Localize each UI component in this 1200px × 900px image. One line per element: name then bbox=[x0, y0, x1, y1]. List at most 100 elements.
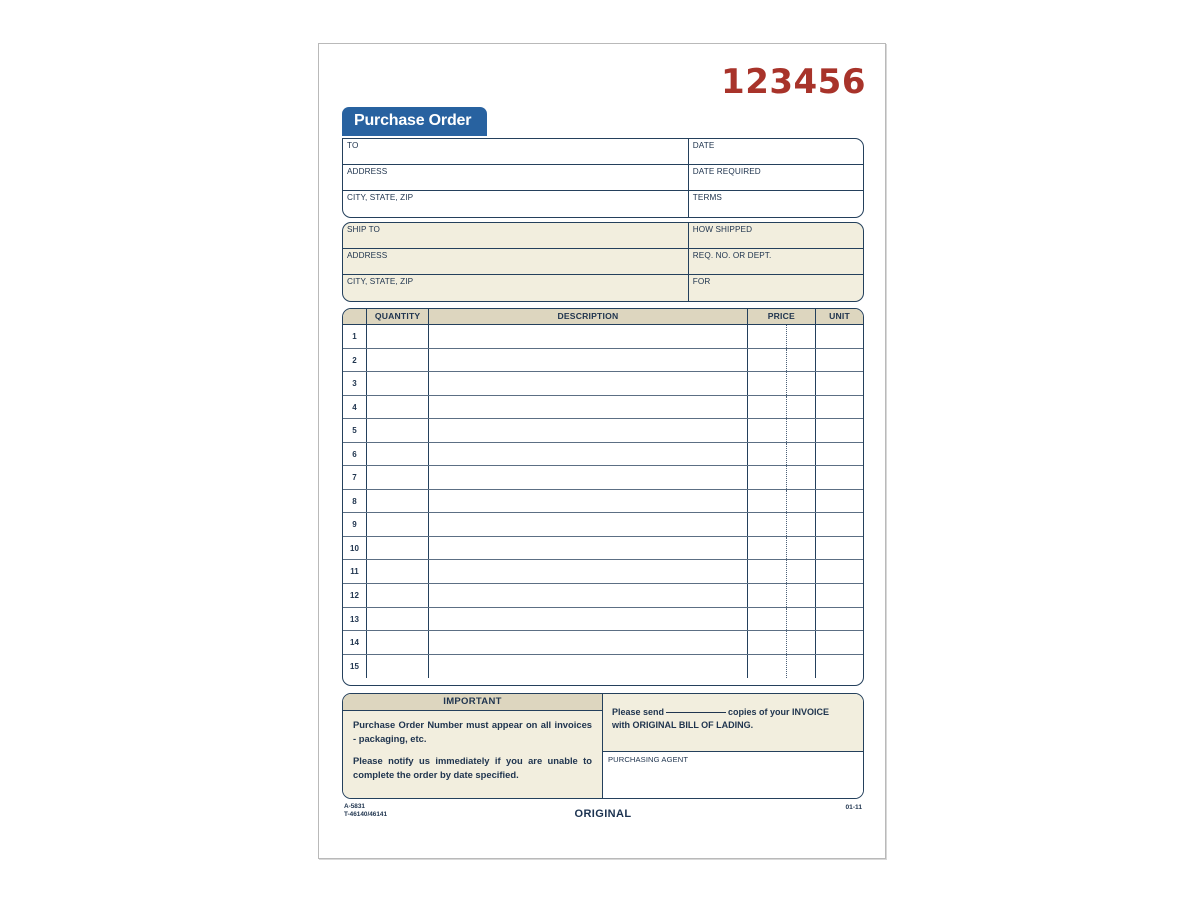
form-code-line-1: A-5831 bbox=[344, 803, 365, 810]
line-item-price-cell[interactable] bbox=[748, 631, 817, 654]
line-item-row: 11 bbox=[343, 560, 863, 585]
line-item-unit-cell[interactable] bbox=[816, 584, 863, 607]
important-note-panel: IMPORTANT Purchase Order Number must app… bbox=[343, 694, 603, 798]
field-for[interactable]: FOR bbox=[689, 275, 863, 301]
line-item-description-cell[interactable] bbox=[429, 419, 748, 442]
line-item-quantity-cell[interactable] bbox=[367, 442, 430, 466]
field-purchasing-agent[interactable]: PURCHASING AGENT bbox=[603, 752, 863, 798]
important-paragraph-2: Please notify us immediately if you are … bbox=[353, 755, 592, 780]
line-item-quantity-cell[interactable] bbox=[367, 631, 430, 654]
line-item-description-cell[interactable] bbox=[429, 607, 748, 631]
form-code: A-5831 T-46140/46141 bbox=[344, 803, 387, 819]
field-terms[interactable]: TERMS bbox=[689, 191, 863, 217]
line-item-quantity-cell[interactable] bbox=[367, 466, 430, 489]
line-item-unit-cell[interactable] bbox=[816, 443, 863, 466]
line-item-unit-cell[interactable] bbox=[816, 537, 863, 560]
line-item-row: 15 bbox=[343, 654, 863, 679]
line-item-description-cell[interactable] bbox=[429, 466, 748, 489]
field-city-state-zip[interactable]: CITY, STATE, ZIP bbox=[343, 190, 689, 217]
line-item-number: 6 bbox=[343, 442, 367, 466]
line-items-body: 1 2 3 4 5 6 7 8 9 10 11 12 13 14 15 bbox=[343, 325, 863, 679]
line-item-unit-cell[interactable] bbox=[816, 466, 863, 489]
line-item-price-cell[interactable] bbox=[748, 584, 817, 607]
field-row-city: CITY, STATE, ZIP TERMS bbox=[343, 190, 863, 217]
line-item-unit-cell[interactable] bbox=[816, 631, 863, 654]
label-date-required: DATE REQUIRED bbox=[692, 166, 761, 176]
field-ship-address[interactable]: ADDRESS bbox=[343, 248, 689, 274]
line-item-unit-cell[interactable] bbox=[816, 513, 863, 536]
line-item-price-cell[interactable] bbox=[748, 348, 817, 372]
field-date[interactable]: DATE bbox=[689, 139, 863, 164]
line-item-quantity-cell[interactable] bbox=[367, 607, 430, 631]
field-address[interactable]: ADDRESS bbox=[343, 164, 689, 190]
line-item-unit-cell[interactable] bbox=[816, 655, 863, 679]
field-to[interactable]: TO bbox=[343, 139, 689, 164]
price-cents-divider bbox=[786, 419, 788, 442]
line-item-description-cell[interactable] bbox=[429, 395, 748, 419]
line-item-description-cell[interactable] bbox=[429, 442, 748, 466]
line-item-description-cell[interactable] bbox=[429, 489, 748, 513]
field-row-address: ADDRESS DATE REQUIRED bbox=[343, 164, 863, 191]
line-item-quantity-cell[interactable] bbox=[367, 348, 430, 372]
line-item-price-cell[interactable] bbox=[748, 536, 817, 560]
line-item-quantity-cell[interactable] bbox=[367, 513, 430, 536]
line-item-description-cell[interactable] bbox=[429, 325, 748, 348]
field-ship-city-state-zip[interactable]: CITY, STATE, ZIP bbox=[343, 274, 689, 301]
line-item-row: 6 bbox=[343, 442, 863, 467]
line-item-price-cell[interactable] bbox=[748, 419, 817, 442]
line-item-quantity-cell[interactable] bbox=[367, 584, 430, 607]
field-row-ship-to: SHIP TO HOW SHIPPED bbox=[343, 223, 863, 249]
line-item-unit-cell[interactable] bbox=[816, 490, 863, 513]
field-date-required[interactable]: DATE REQUIRED bbox=[689, 165, 863, 190]
line-item-unit-cell[interactable] bbox=[816, 372, 863, 395]
line-item-quantity-cell[interactable] bbox=[367, 395, 430, 419]
line-item-description-cell[interactable] bbox=[429, 654, 748, 679]
line-item-description-cell[interactable] bbox=[429, 631, 748, 654]
field-req-no-or-dept[interactable]: REQ. NO. OR DEPT. bbox=[689, 249, 863, 274]
label-ship-address: ADDRESS bbox=[347, 250, 388, 260]
line-item-price-cell[interactable] bbox=[748, 442, 817, 466]
line-item-unit-cell[interactable] bbox=[816, 325, 863, 348]
line-item-quantity-cell[interactable] bbox=[367, 536, 430, 560]
line-item-price-cell[interactable] bbox=[748, 466, 817, 489]
form-code-line-2: T-46140/46141 bbox=[344, 810, 387, 818]
line-items-header-row: QUANTITY DESCRIPTION PRICE UNIT bbox=[343, 309, 863, 325]
line-item-price-cell[interactable] bbox=[748, 607, 817, 631]
line-item-price-cell[interactable] bbox=[748, 395, 817, 419]
line-item-unit-cell[interactable] bbox=[816, 349, 863, 372]
line-item-unit-cell[interactable] bbox=[816, 396, 863, 419]
line-item-unit-cell[interactable] bbox=[816, 560, 863, 583]
field-ship-to[interactable]: SHIP TO bbox=[343, 223, 689, 248]
line-item-quantity-cell[interactable] bbox=[367, 654, 430, 679]
line-item-price-cell[interactable] bbox=[748, 560, 817, 584]
line-item-description-cell[interactable] bbox=[429, 372, 748, 395]
invoice-copies-blank[interactable] bbox=[666, 712, 727, 713]
header-description: DESCRIPTION bbox=[429, 309, 748, 324]
line-item-description-cell[interactable] bbox=[429, 513, 748, 536]
line-item-quantity-cell[interactable] bbox=[367, 560, 430, 584]
line-item-quantity-cell[interactable] bbox=[367, 489, 430, 513]
field-how-shipped[interactable]: HOW SHIPPED bbox=[689, 223, 863, 248]
line-item-quantity-cell[interactable] bbox=[367, 419, 430, 442]
line-item-row: 10 bbox=[343, 536, 863, 561]
price-cents-divider bbox=[786, 348, 788, 372]
line-item-description-cell[interactable] bbox=[429, 348, 748, 372]
line-item-price-cell[interactable] bbox=[748, 489, 817, 513]
line-item-quantity-cell[interactable] bbox=[367, 325, 430, 348]
line-item-price-cell[interactable] bbox=[748, 372, 817, 395]
line-item-price-cell[interactable] bbox=[748, 325, 817, 348]
footer-notes-block: IMPORTANT Purchase Order Number must app… bbox=[342, 693, 864, 799]
price-cents-divider bbox=[786, 489, 788, 513]
line-item-description-cell[interactable] bbox=[429, 584, 748, 607]
header-unit: UNIT bbox=[829, 311, 850, 321]
line-item-price-cell[interactable] bbox=[748, 654, 817, 679]
line-item-description-cell[interactable] bbox=[429, 536, 748, 560]
line-item-description-cell[interactable] bbox=[429, 560, 748, 584]
line-item-unit-cell[interactable] bbox=[816, 419, 863, 442]
line-item-price-cell[interactable] bbox=[748, 513, 817, 536]
line-item-number: 5 bbox=[343, 419, 367, 442]
line-item-unit-cell[interactable] bbox=[816, 608, 863, 631]
invoice-copies-note: Please send copies of your INVOICE with O… bbox=[603, 694, 863, 752]
important-heading: IMPORTANT bbox=[343, 694, 602, 711]
line-item-quantity-cell[interactable] bbox=[367, 372, 430, 395]
